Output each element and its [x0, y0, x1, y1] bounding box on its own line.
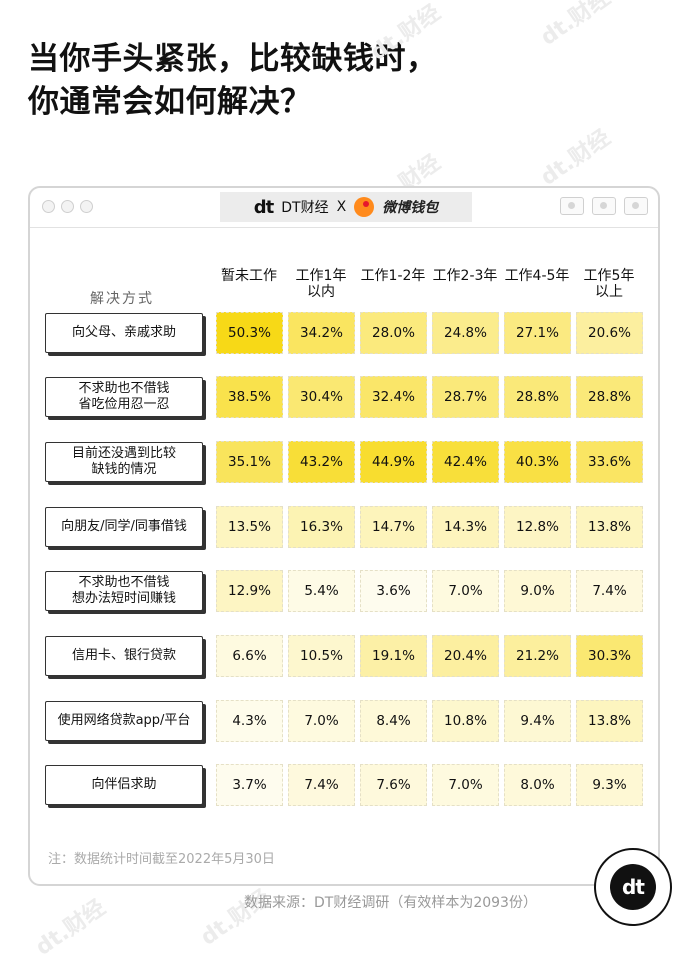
column-header: 工作2-3年 [432, 268, 498, 284]
window-buttons [560, 197, 648, 215]
data-cell: 38.5% [216, 376, 283, 418]
row-label: 向伴侣求助 [45, 765, 203, 805]
data-cell: 35.1% [216, 441, 283, 483]
data-cell: 19.1% [360, 635, 427, 677]
brand-weibo: 微博钱包 [382, 200, 439, 216]
data-cell: 13.5% [216, 506, 283, 548]
data-cell: 13.8% [576, 700, 643, 742]
row-label: 向朋友/同学/同事借钱 [45, 507, 203, 547]
data-cell: 9.0% [504, 570, 571, 612]
column-header: 工作1年 以内 [295, 268, 347, 300]
data-cell: 3.7% [216, 764, 283, 806]
weibo-wallet-icon [354, 197, 375, 217]
data-cell: 33.6% [576, 441, 643, 483]
row-label: 不求助也不借钱 想办法短时间赚钱 [45, 571, 203, 611]
data-cell: 30.3% [576, 635, 643, 677]
column-header: 暂未工作 [221, 268, 277, 284]
data-cell: 28.7% [432, 376, 499, 418]
column-header: 工作1-2年 [360, 268, 426, 284]
row-label: 向父母、亲戚求助 [45, 313, 203, 353]
dt-corner-logo-icon: dt [594, 848, 672, 926]
record-icon[interactable] [560, 197, 584, 215]
minimize-dot-icon[interactable] [61, 200, 74, 213]
data-cell: 28.8% [504, 376, 571, 418]
data-cell: 40.3% [504, 441, 571, 483]
data-cell: 43.2% [288, 441, 355, 483]
watermark: dt.财经 [31, 895, 111, 954]
data-cell: 10.5% [288, 635, 355, 677]
window-icon[interactable] [624, 197, 648, 215]
data-cell: 44.9% [360, 441, 427, 483]
row-label: 信用卡、银行贷款 [45, 636, 203, 676]
column-header: 工作5年 以上 [583, 268, 635, 300]
data-cell: 9.4% [504, 700, 571, 742]
data-cell: 8.0% [504, 764, 571, 806]
watermark: dt.财经 [536, 125, 616, 191]
window-dots [42, 200, 93, 213]
data-cell: 3.6% [360, 570, 427, 612]
data-cell: 28.0% [360, 312, 427, 354]
data-cell: 42.4% [432, 441, 499, 483]
data-cell: 24.8% [432, 312, 499, 354]
data-cell: 27.1% [504, 312, 571, 354]
data-cell: 13.8% [576, 506, 643, 548]
data-cell: 9.3% [576, 764, 643, 806]
dt-logo-icon: dt [253, 196, 274, 218]
data-cell: 50.3% [216, 312, 283, 354]
data-cell: 7.0% [432, 570, 499, 612]
data-cell: 14.3% [432, 506, 499, 548]
data-cell: 6.6% [216, 635, 283, 677]
share-icon[interactable] [592, 197, 616, 215]
data-cell: 7.4% [576, 570, 643, 612]
row-header: 解决方式 [90, 291, 154, 307]
data-cell: 12.9% [216, 570, 283, 612]
title-line-1: 当你手头紧张，比较缺钱时， [28, 41, 438, 77]
data-cell: 5.4% [288, 570, 355, 612]
column-header: 工作4-5年 [504, 268, 570, 284]
close-dot-icon[interactable] [42, 200, 55, 213]
brand-header: dt DT财经 X 微博钱包 [220, 192, 472, 222]
row-label: 使用网络贷款app/平台 [45, 701, 203, 741]
data-cell: 20.4% [432, 635, 499, 677]
brand-separator: X [336, 199, 347, 215]
data-cell: 7.0% [288, 700, 355, 742]
data-cell: 7.0% [432, 764, 499, 806]
data-cell: 7.4% [288, 764, 355, 806]
data-source: 数据来源：DT财经调研（有效样本为2093份） [244, 895, 537, 911]
data-cell: 16.3% [288, 506, 355, 548]
data-cell: 30.4% [288, 376, 355, 418]
data-cell: 34.2% [288, 312, 355, 354]
data-cell: 32.4% [360, 376, 427, 418]
chart-title: 当你手头紧张，比较缺钱时， 你通常会如何解决？ [28, 38, 648, 124]
data-cell: 10.8% [432, 700, 499, 742]
data-cell: 12.8% [504, 506, 571, 548]
window-titlebar: dt DT财经 X 微博钱包 [30, 188, 658, 228]
data-cell: 7.6% [360, 764, 427, 806]
data-cell: 4.3% [216, 700, 283, 742]
row-label: 目前还没遇到比较 缺钱的情况 [45, 442, 203, 482]
zoom-dot-icon[interactable] [80, 200, 93, 213]
data-cell: 28.8% [576, 376, 643, 418]
title-line-2: 你通常会如何解决？ [28, 84, 312, 120]
data-cell: 20.6% [576, 312, 643, 354]
data-cell: 14.7% [360, 506, 427, 548]
brand-dt: DT财经 [281, 200, 329, 216]
footnote: 注：数据统计时间截至2022年5月30日 [48, 852, 275, 867]
data-cell: 21.2% [504, 635, 571, 677]
row-label: 不求助也不借钱 省吃俭用忍一忍 [45, 377, 203, 417]
data-cell: 8.4% [360, 700, 427, 742]
dt-logo-text: dt [610, 864, 656, 910]
